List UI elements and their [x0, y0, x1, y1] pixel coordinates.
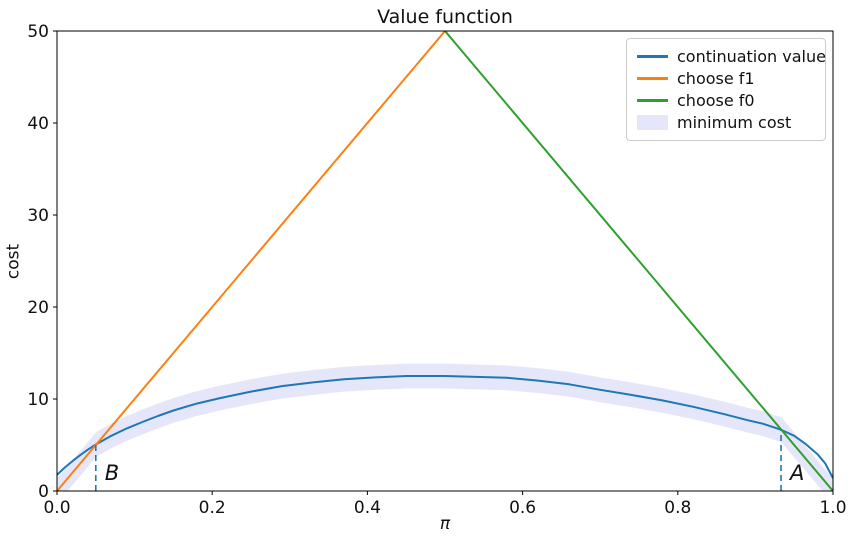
- legend-label: minimum cost: [677, 113, 792, 133]
- legend-item-minimum-cost: minimum cost: [637, 112, 815, 134]
- y-axis-label: cost: [3, 243, 24, 280]
- x-tick-label: 0.4: [354, 498, 381, 518]
- series-choose-f1: [57, 31, 446, 491]
- legend-line-swatch-icon: [637, 76, 668, 80]
- annotation-label-A: A: [790, 461, 805, 485]
- legend-label: continuation value: [677, 46, 826, 66]
- x-tick-label: 0.0: [43, 498, 70, 518]
- series-continuation-value: [57, 375, 833, 479]
- y-tick-label: 30: [27, 206, 49, 226]
- x-tick-label: 0.6: [509, 498, 536, 518]
- series-choose-f0: [444, 31, 833, 491]
- x-tick-label: 0.8: [664, 498, 691, 518]
- legend-item-choose-f0: choose f0: [637, 90, 815, 112]
- x-tick-label: 0.2: [199, 498, 226, 518]
- minimum-cost-band: [57, 363, 833, 491]
- legend-item-continuation-value: continuation value: [637, 45, 826, 67]
- y-tick-label: 0: [38, 482, 49, 502]
- axes-spines: [56, 30, 834, 492]
- y-tick-label: 10: [27, 390, 49, 410]
- y-tick-label: 40: [27, 114, 49, 134]
- legend-patch-swatch-icon: [637, 115, 668, 131]
- y-tick-label: 20: [27, 298, 49, 318]
- legend-label: choose f1: [677, 68, 755, 88]
- legend-line-swatch-icon: [637, 99, 668, 103]
- legend-item-choose-f1: choose f1: [637, 67, 815, 89]
- x-tick-label: 1.0: [819, 498, 846, 518]
- x-axis-label: π: [439, 514, 451, 534]
- legend-line-swatch-icon: [637, 54, 668, 58]
- annotation-label-B: B: [104, 461, 120, 485]
- chart-title: Value function: [377, 6, 513, 28]
- legend: continuation value choose f1 choose f0 m…: [626, 38, 826, 141]
- y-tick-label: 50: [27, 22, 49, 42]
- legend-label: choose f0: [677, 91, 755, 111]
